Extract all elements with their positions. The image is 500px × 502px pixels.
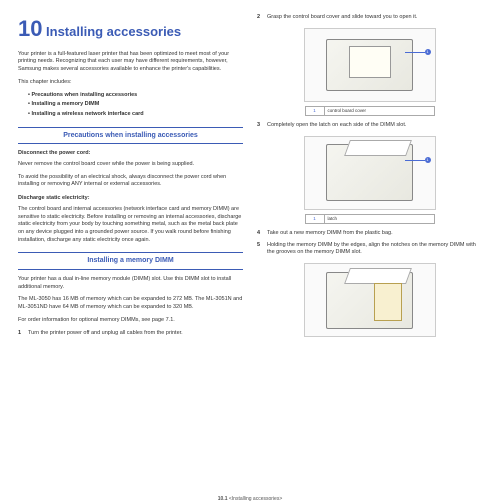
callout-line: [405, 52, 425, 53]
printer-shape: [326, 39, 413, 91]
intro-paragraph: Your printer is a full-featured laser pr…: [18, 51, 243, 74]
chapter-number: 10: [18, 16, 42, 41]
bullet-item: Installing a wireless network interface …: [28, 111, 243, 119]
printer-open-shape: [326, 144, 413, 201]
left-column: 10 Installing accessories Your printer i…: [18, 14, 243, 484]
right-column: 2 Grasp the control board cover and slid…: [257, 14, 482, 484]
chapter-text: Installing accessories: [46, 24, 181, 39]
illustration-latch: 1: [304, 136, 436, 210]
illustration-insert: [304, 263, 436, 337]
cover-detail: [349, 46, 391, 78]
step-text: Holding the memory DIMM by the edges, al…: [267, 242, 482, 257]
step-1: 1 Turn the printer power off and unplug …: [18, 330, 243, 338]
section-header-precautions: Precautions when installing accessories: [18, 127, 243, 145]
step-text: Grasp the control board cover and slide …: [267, 14, 482, 22]
section-header-dimm: Installing a memory DIMM: [18, 252, 243, 270]
caption-number: 1: [305, 106, 324, 115]
includes-label: This chapter includes:: [18, 79, 243, 87]
caption-label: latch: [324, 214, 434, 223]
callout-badge: 1: [425, 157, 431, 163]
illustration-cover: 1: [304, 28, 436, 102]
paragraph: To avoid the possibility of an electrica…: [18, 174, 243, 189]
step-number: 3: [257, 122, 267, 130]
caption-table: 1 control board cover: [305, 106, 435, 116]
step-3: 3 Completely open the latch on each side…: [257, 122, 482, 130]
callout-line: [405, 160, 425, 161]
step-text: Turn the printer power off and unplug al…: [28, 330, 243, 338]
subhead-disconnect: Disconnect the power cord:: [18, 150, 243, 158]
caption-table: 1 latch: [305, 214, 435, 224]
printer-open-shape: [326, 272, 413, 329]
lid-shape: [344, 140, 412, 156]
subhead-discharge: Discharge static electricity:: [18, 195, 243, 203]
bullet-list: Precautions when installing accessories …: [28, 92, 243, 119]
bullet-item: Installing a memory DIMM: [28, 101, 243, 109]
bullet-item: Precautions when installing accessories: [28, 92, 243, 100]
step-text: Take out a new memory DIMM from the plas…: [267, 230, 482, 238]
step-number: 2: [257, 14, 267, 22]
step-2: 2 Grasp the control board cover and slid…: [257, 14, 482, 22]
step-number: 1: [18, 330, 28, 338]
paragraph: Never remove the control board cover whi…: [18, 161, 243, 169]
page-footer: 10.1 <Installing accessories>: [0, 492, 500, 502]
step-4: 4 Take out a new memory DIMM from the pl…: [257, 230, 482, 238]
step-number: 4: [257, 230, 267, 238]
paragraph: The control board and internal accessori…: [18, 206, 243, 244]
dimm-shape: [374, 283, 402, 321]
step-number: 5: [257, 242, 267, 257]
callout-badge: 1: [425, 49, 431, 55]
footer-label: <Installing accessories>: [229, 496, 282, 502]
lid-shape: [344, 268, 412, 284]
chapter-title: 10 Installing accessories: [18, 14, 243, 45]
page-number: 10.1: [218, 496, 228, 502]
step-text: Completely open the latch on each side o…: [267, 122, 482, 130]
paragraph: For order information for optional memor…: [18, 317, 243, 325]
caption-number: 1: [305, 214, 324, 223]
caption-label: control board cover: [324, 106, 434, 115]
paragraph: The ML-3050 has 16 MB of memory which ca…: [18, 296, 243, 311]
step-5: 5 Holding the memory DIMM by the edges, …: [257, 242, 482, 257]
paragraph: Your printer has a dual in-line memory m…: [18, 276, 243, 291]
